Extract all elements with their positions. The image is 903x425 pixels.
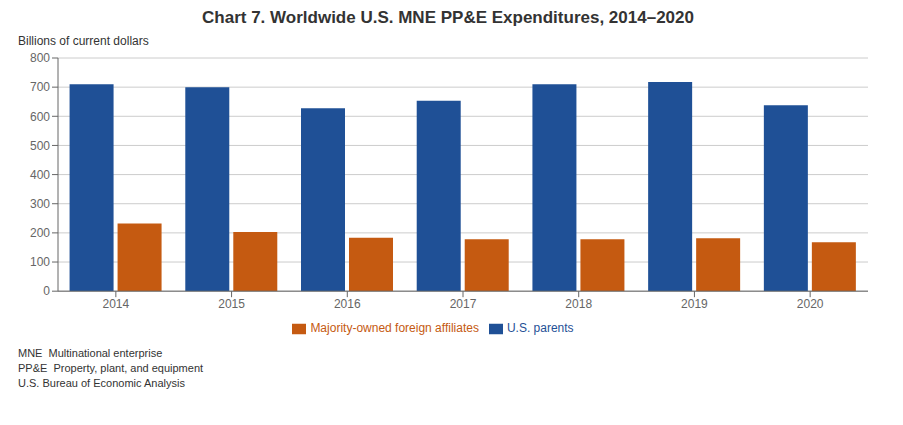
svg-text:2015: 2015 <box>218 297 245 311</box>
svg-text:2014: 2014 <box>103 297 130 311</box>
svg-text:800: 800 <box>30 51 50 65</box>
svg-text:2018: 2018 <box>565 297 592 311</box>
svg-text:600: 600 <box>30 110 50 124</box>
html-text:Chart 7. Worldwide U.S. MNE PP: Chart 7. Worldwide U.S. MNE PP&E Expendi… <box>202 8 694 27</box>
html-text:Billions of current dollars: Billions of current dollars <box>18 34 149 48</box>
svg-text:300: 300 <box>30 197 50 211</box>
svg-text:2016: 2016 <box>334 297 361 311</box>
svg-text:200: 200 <box>30 226 50 240</box>
html-text:U.S. Bureau of Economic Analys: U.S. Bureau of Economic Analysis <box>18 377 185 389</box>
svg-text:700: 700 <box>30 80 50 94</box>
svg-text:500: 500 <box>30 139 50 153</box>
html-text:MNE Multinational enterprise: MNE Multinational enterprise <box>18 347 163 359</box>
html-text:Majority-owned foreign affilia: Majority-owned foreign affiliates <box>310 321 479 336</box>
html-text:PP&E Property, plant, and equi: PP&E Property, plant, and equipment <box>18 362 204 374</box>
svg-text:400: 400 <box>30 168 50 182</box>
svg-text:0: 0 <box>43 284 50 298</box>
svg-text:2020: 2020 <box>797 297 824 311</box>
svg-text:2017: 2017 <box>450 297 477 311</box>
svg-text:100: 100 <box>30 255 50 269</box>
html-text:U.S. parents: U.S. parents <box>506 321 574 336</box>
svg-text:2019: 2019 <box>681 297 708 311</box>
